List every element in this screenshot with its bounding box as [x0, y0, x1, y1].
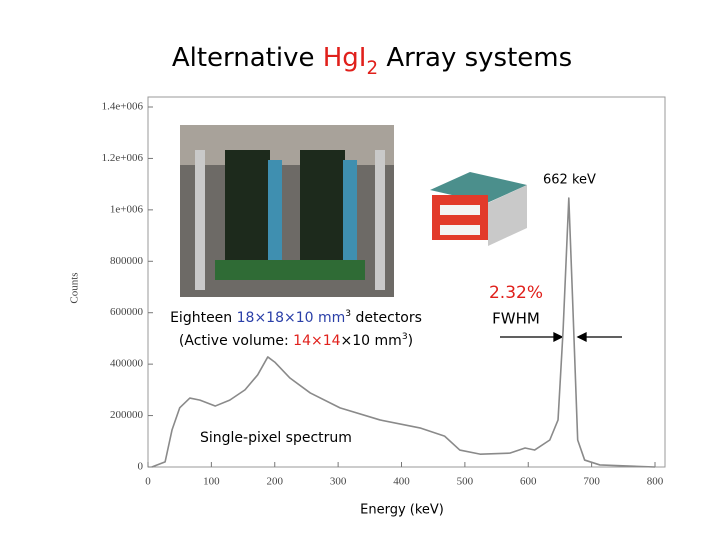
text-segment: detectors [351, 310, 422, 326]
text-segment: ) [408, 333, 413, 349]
text-segment: HgI [323, 43, 367, 73]
y-tick-label: 1e+006 [110, 203, 144, 215]
x-tick-label: 700 [583, 476, 600, 488]
y-tick-label: 1.4e+006 [102, 101, 144, 113]
fwhm-label: FWHM [492, 310, 540, 328]
x-tick-label: 200 [267, 476, 284, 488]
detector-photo [180, 125, 394, 297]
text-segment: Eighteen [170, 310, 237, 326]
text-segment: ×10 mm [341, 333, 402, 349]
series-label: Single-pixel spectrum [200, 430, 352, 446]
caption: (Active volume: 14×14×10 mm3) [179, 332, 413, 350]
text-segment: (Active volume: [179, 333, 293, 349]
plot-frame [147, 96, 666, 468]
caption: Eighteen 18×18×10 mm3 detectors [170, 309, 422, 327]
x-tick-label: 400 [393, 476, 410, 488]
y-tick-label: 200000 [110, 409, 144, 421]
text-segment: 14×14 [293, 333, 340, 349]
array-icon [430, 172, 527, 246]
text-segment: 3 [402, 332, 408, 342]
y-tick-label: 800000 [110, 255, 144, 267]
x-tick-label: 800 [647, 476, 664, 488]
x-tick-label: 500 [457, 476, 474, 488]
x-tick-label: 300 [330, 476, 347, 488]
fwhm-arrows [500, 331, 622, 343]
text-segment: Alternative [172, 43, 323, 73]
y-axis-label: Counts [69, 272, 81, 303]
y-tick-label: 400000 [110, 358, 144, 370]
text-segment: 18×18×10 mm [237, 310, 346, 326]
y-tick-label: 1.2e+006 [102, 152, 144, 164]
y-tick-label: 0 [138, 461, 144, 473]
chart-title: Alternative HgI2 Array systems [172, 43, 572, 79]
x-axis-label: Energy (keV) [360, 503, 444, 518]
x-tick-label: 600 [520, 476, 537, 488]
peak-label: 662 keV [543, 173, 596, 188]
x-tick-label: 100 [203, 476, 220, 488]
resolution-label: 2.32% [489, 283, 543, 303]
x-tick-label: 0 [145, 476, 151, 488]
spectrum-line [151, 197, 656, 468]
y-tick-label: 600000 [110, 306, 144, 318]
text-segment: 2 [366, 58, 378, 79]
text-segment: Array systems [378, 43, 572, 73]
text-segment: 3 [345, 309, 351, 319]
